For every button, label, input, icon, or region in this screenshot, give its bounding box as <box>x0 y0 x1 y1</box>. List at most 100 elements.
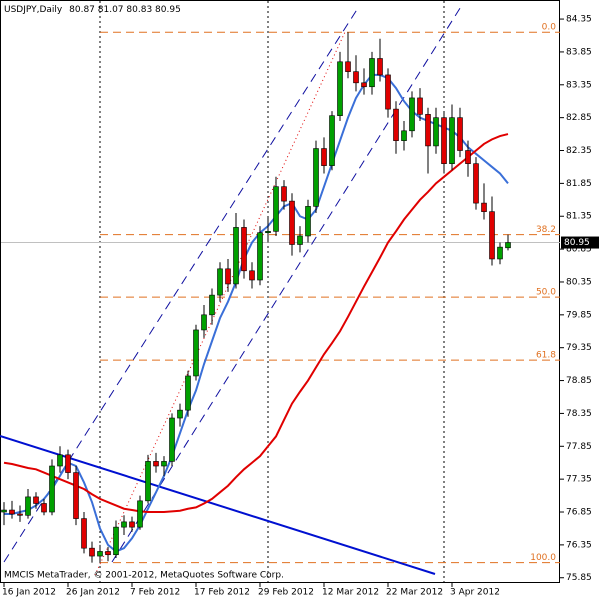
candle-body <box>241 227 247 272</box>
candle-body <box>273 186 279 232</box>
candle-body <box>257 232 263 281</box>
y-tick-label: 76.85 <box>566 508 592 518</box>
x-tick-label: 22 Mar 2012 <box>386 588 443 598</box>
candle-body <box>105 551 111 556</box>
candle-body <box>97 551 103 557</box>
candle-body <box>425 114 431 147</box>
candle-body <box>9 509 15 515</box>
y-tick-label: 83.35 <box>566 80 592 90</box>
x-tick-label: 7 Feb 2012 <box>130 588 180 598</box>
y-tick-label: 82.35 <box>566 146 592 156</box>
low-value: 80.83 <box>126 5 152 15</box>
x-tick-label: 29 Feb 2012 <box>258 588 314 598</box>
fib-label: 0.0 <box>542 23 557 33</box>
y-tick-label: 81.35 <box>566 212 592 222</box>
symbol: USDJPY,Daily <box>4 5 63 15</box>
candle-body <box>49 465 55 513</box>
candle-body <box>305 206 311 237</box>
candle-body <box>185 375 191 411</box>
candle-body <box>1 509 7 513</box>
candle-body <box>65 454 71 473</box>
candle-body <box>361 82 367 88</box>
fib-label: 50.0 <box>536 288 556 298</box>
y-tick-label: 83.85 <box>566 47 592 57</box>
candle-body <box>41 503 47 513</box>
fib-label: 100.0 <box>530 553 556 563</box>
y-tick-label: 76.35 <box>566 540 592 550</box>
candle-body <box>313 148 319 207</box>
y-tick-label: 80.35 <box>566 277 592 287</box>
candle-body <box>321 148 327 166</box>
close-value: 80.95 <box>155 5 181 15</box>
candle-body <box>433 117 439 147</box>
separators <box>99 1 445 582</box>
y-tick-label: 80.85 <box>566 245 592 255</box>
candle-body <box>329 115 335 166</box>
candle-body <box>385 74 391 110</box>
x-tick-label: 26 Jan 2012 <box>66 588 120 598</box>
channel-line <box>111 4 463 563</box>
candle-body <box>281 186 287 202</box>
candle-body <box>497 246 503 260</box>
candle-body <box>225 268 231 285</box>
candle-body <box>465 150 471 164</box>
x-tick-label: 3 Apr 2012 <box>450 588 500 598</box>
candle-body <box>193 329 199 377</box>
candle-body <box>401 130 407 141</box>
candle-body <box>377 58 383 76</box>
fib-label: 38.2 <box>536 225 556 235</box>
candle-body <box>209 294 215 316</box>
candle-body <box>417 97 423 115</box>
x-tick-label: 12 Mar 2012 <box>322 588 379 598</box>
y-tick-label: 82.85 <box>566 113 592 123</box>
candle-body <box>161 461 167 467</box>
x-tick-label: 17 Feb 2012 <box>194 588 250 598</box>
candle-body <box>201 314 207 331</box>
candle-body <box>25 496 31 516</box>
candle-layer <box>1 32 511 563</box>
candle-body <box>369 58 375 88</box>
candle-body <box>505 242 511 249</box>
candle-body <box>409 97 415 132</box>
trend-line <box>0 435 436 575</box>
ma-layer <box>3 73 509 553</box>
candle-body <box>345 61 351 72</box>
candle-body <box>17 513 23 516</box>
high-value: 81.07 <box>98 5 124 15</box>
current-price-label: 80.95 <box>564 238 590 248</box>
candle-body <box>249 270 255 281</box>
candle-body <box>89 547 95 557</box>
plot-frame <box>0 0 560 583</box>
y-tick-label: 75.85 <box>566 573 592 583</box>
candle-body <box>73 472 79 519</box>
candle-body <box>481 202 487 212</box>
candle-body <box>393 108 399 141</box>
footer: MMCIS MetaTrader, © 2001-2012, MetaQuote… <box>4 571 284 581</box>
candle-body <box>473 163 479 204</box>
y-tick-label: 79.35 <box>566 343 592 353</box>
candle-body <box>233 227 239 285</box>
candle-body <box>177 409 183 419</box>
candle-body <box>129 521 135 528</box>
candle-body <box>137 500 143 528</box>
y-tick-label: 81.85 <box>566 179 592 189</box>
candle-body <box>33 496 39 504</box>
moving-average <box>3 133 509 514</box>
candle-body <box>265 231 271 233</box>
candle-body <box>353 71 359 84</box>
candle-body <box>217 268 223 296</box>
candle-body <box>441 117 447 164</box>
y-tick-label: 79.85 <box>566 310 592 320</box>
y-tick-label: 77.85 <box>566 442 592 452</box>
candle-body <box>289 200 295 245</box>
candle-body <box>153 461 159 467</box>
open-value: 80.87 <box>69 5 95 15</box>
candle-body <box>57 454 63 467</box>
candle-body <box>145 461 151 502</box>
candle-body <box>489 211 495 260</box>
candle-body <box>121 521 127 528</box>
y-tick-label: 84.35 <box>566 15 592 25</box>
y-tick-label: 77.35 <box>566 475 592 485</box>
y-tick-label: 78.35 <box>566 409 592 419</box>
